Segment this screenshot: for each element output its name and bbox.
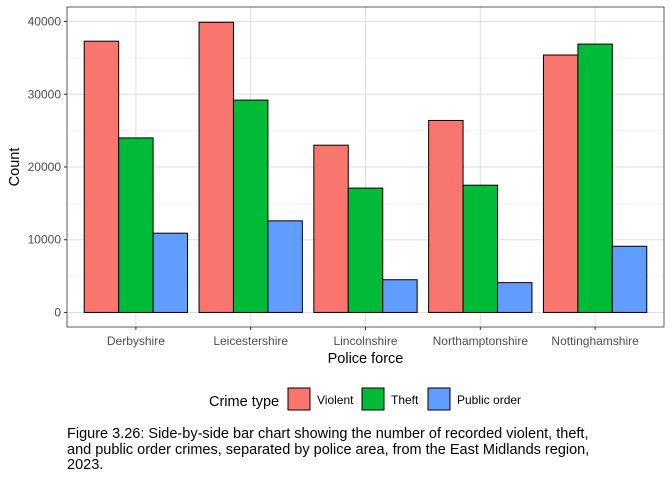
bar-theft <box>347 187 384 313</box>
y-tick-label: 40000 <box>28 15 62 29</box>
legend-label: Theft <box>391 393 419 407</box>
legend: Crime type Violent Theft Public order <box>209 387 521 411</box>
legend-key-theft <box>361 387 385 411</box>
bars <box>83 21 648 313</box>
x-tick-label: Derbyshire <box>107 334 165 348</box>
bar-theft <box>462 184 499 313</box>
bar-theft <box>232 99 269 313</box>
y-tick-label: 20000 <box>28 160 62 174</box>
y-axis-title: Count <box>7 148 23 187</box>
y-tick-label: 10000 <box>28 233 62 247</box>
x-tick-label: Leicestershire <box>213 334 288 348</box>
y-tick-label: 30000 <box>28 87 62 101</box>
y-axis: 0 10000 20000 30000 40000 <box>28 15 67 319</box>
bar-theft <box>577 43 613 313</box>
bar-violent <box>542 54 579 313</box>
x-axis: Derbyshire Leicestershire Lincolnshire Nort… <box>107 327 639 348</box>
figure-caption: Figure 3.26: Side-by-side bar chart show… <box>67 426 590 473</box>
x-tick-label: Northamptonshire <box>433 334 529 348</box>
bar-violent <box>198 21 234 313</box>
bar-theft <box>118 137 154 313</box>
y-tick-label: 0 <box>54 305 61 319</box>
legend-label: Public order <box>457 393 521 407</box>
bar-violent <box>83 40 120 313</box>
bar-violent <box>313 144 349 313</box>
bar-public-order <box>382 279 418 313</box>
x-tick-label: Nottinghamshire <box>551 334 639 348</box>
legend-key-public-order <box>427 387 451 411</box>
bar-violent <box>428 119 464 313</box>
bar-public-order <box>611 245 648 313</box>
x-tick-label: Lincolnshire <box>333 334 397 348</box>
bar-public-order <box>152 232 189 313</box>
bar-public-order <box>497 282 533 313</box>
legend-key-violent <box>287 387 311 411</box>
legend-label: Violent <box>317 393 354 407</box>
bar-public-order <box>267 220 303 313</box>
legend-title: Crime type <box>209 394 279 410</box>
x-axis-title: Police force <box>328 351 404 367</box>
